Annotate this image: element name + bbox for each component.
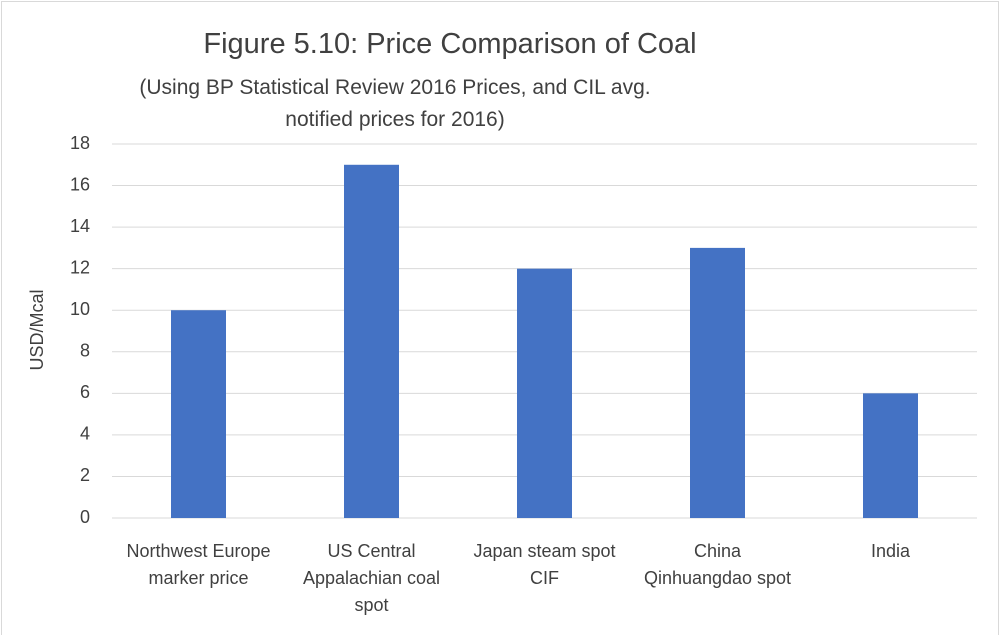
y-tick-label: 0	[80, 507, 90, 527]
bar	[863, 393, 918, 518]
x-tick-label: Northwest Europe marker price	[126, 541, 271, 588]
chart-title: Figure 5.10: Price Comparison of Coal	[203, 28, 697, 60]
y-tick-label: 2	[80, 465, 90, 485]
y-tick-label: 16	[70, 174, 90, 194]
x-tick-label: China Qinhuangdao spot	[643, 541, 792, 588]
x-tick-label: Japan steam spot CIF	[473, 541, 616, 588]
x-tick-label: US Central Appalachian coal spot	[302, 541, 441, 615]
chart-subtitle: (Using BP Statistical Review 2016 Prices…	[139, 76, 651, 131]
y-tick-label: 12	[70, 257, 90, 277]
bar	[344, 164, 399, 518]
y-tick-label: 18	[70, 133, 90, 153]
x-tick-label: India	[870, 541, 911, 561]
bar	[690, 247, 745, 518]
y-tick-label: 8	[80, 341, 90, 361]
bar	[171, 310, 226, 518]
y-axis-label: USD/Mcal	[27, 289, 47, 370]
y-tick-label: 6	[80, 382, 90, 402]
y-tick-label: 14	[70, 216, 90, 236]
y-tick-label: 4	[80, 424, 90, 444]
y-tick-label: 10	[70, 299, 90, 319]
bar	[517, 268, 572, 518]
